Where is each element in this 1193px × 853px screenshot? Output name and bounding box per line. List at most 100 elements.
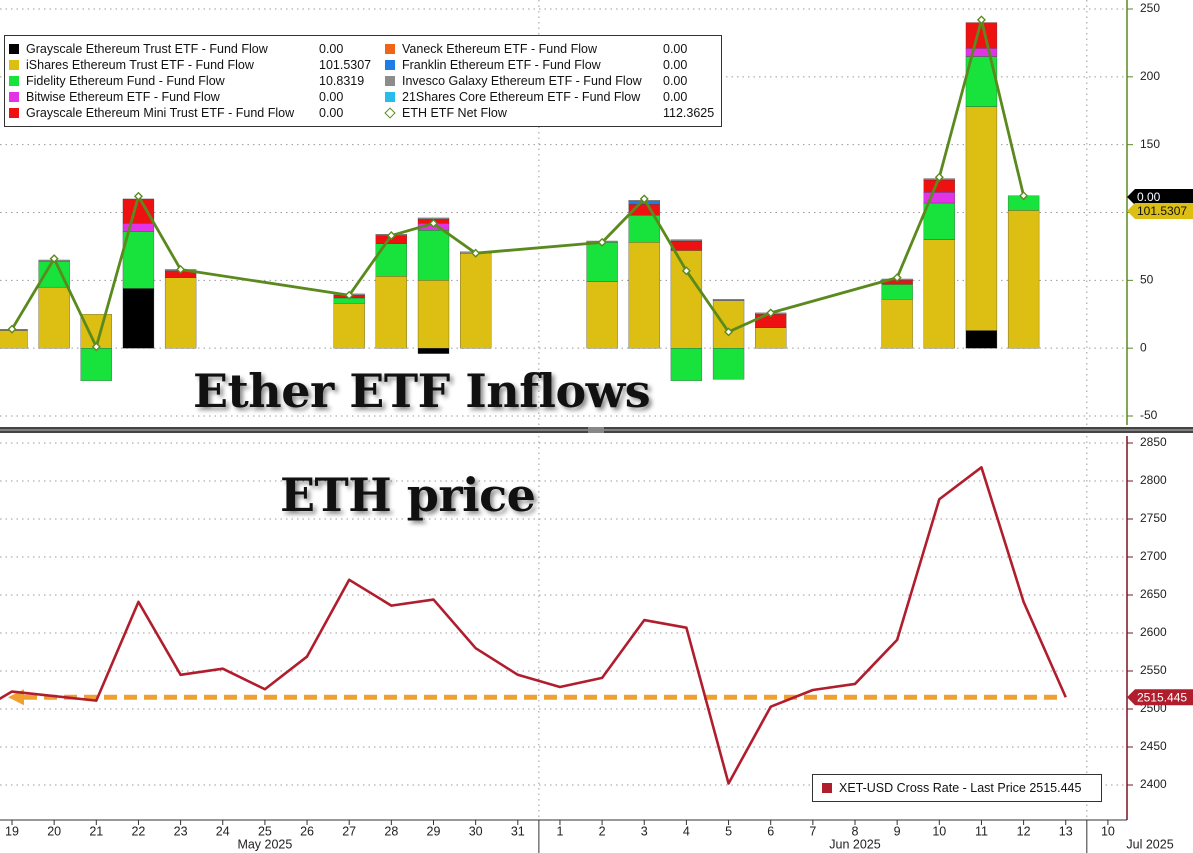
bar-segment-ishares [0, 330, 28, 349]
x-tick-label: 7 [809, 824, 816, 838]
x-tick-label: 8 [852, 824, 859, 838]
x-tick-label: 12 [1017, 824, 1031, 838]
bar-segment-ishares [333, 303, 365, 349]
legend-swatch [385, 60, 395, 70]
bar-segment-ishares [417, 280, 450, 349]
legend-swatch [9, 60, 19, 70]
net-flow-path [10, 18, 1025, 349]
legend-value: 0.00 [319, 42, 344, 56]
bar-segment-invesco [670, 239, 703, 242]
net-flow-point [344, 290, 354, 300]
net-flow-point [176, 264, 186, 275]
bottom-y-tick-label: 2450 [1140, 739, 1167, 753]
net-flow-point [681, 266, 691, 276]
bar-segment-grayscale_mini [670, 240, 703, 251]
legend-label: ETH ETF Net Flow [402, 106, 507, 120]
legend-label: Grayscale Ethereum Mini Trust ETF - Fund… [26, 106, 295, 120]
bar-segment-ishares [628, 242, 660, 349]
legend-entry: Vaneck Ethereum ETF - Fund Flow 0.00 [385, 41, 745, 57]
x-tick-label: 9 [894, 824, 901, 838]
bar-segment-ishares [965, 106, 998, 331]
net-flow-point [934, 172, 944, 182]
bottom-y-tick-label: 2750 [1140, 511, 1167, 525]
top-y-tick-label: 200 [1140, 69, 1160, 83]
panel-splitter-handle [588, 427, 604, 433]
bar-segment-fidelity [881, 284, 913, 300]
x-tick-label: 4 [683, 824, 690, 838]
net-flow-point [597, 237, 607, 247]
x-tick-label: 26 [300, 824, 314, 838]
net-flow-point [428, 218, 439, 228]
bar-segment-ishares [670, 250, 703, 349]
legend-entry: Fidelity Ethereum Fund - Fund Flow 10.831… [9, 73, 369, 89]
bottom-y-tick-label: 2550 [1140, 663, 1167, 677]
top-y-tick-label: 250 [1140, 1, 1160, 15]
legend-label: 21Shares Core Ethereum ETF - Fund Flow [402, 90, 641, 104]
price-legend-swatch [822, 783, 832, 793]
x-tick-label: 22 [131, 824, 145, 838]
bar-segment-fidelity [923, 202, 955, 240]
legend-entry: Franklin Ethereum ETF - Fund Flow 0.00 [385, 57, 745, 73]
legend-entry: Grayscale Ethereum Trust ETF - Fund Flow… [9, 41, 369, 57]
bar-segment-grayscale_mini [923, 179, 955, 193]
x-tick-label: 30 [469, 824, 483, 838]
x-tick-label: 23 [174, 824, 188, 838]
net-flow-point [639, 194, 649, 204]
legend-value: 0.00 [663, 74, 688, 88]
bar-segment-fidelity [122, 231, 155, 289]
legend-entry: Bitwise Ethereum ETF - Fund Flow 0.00 [9, 89, 369, 105]
flag-last-price: 2515.445 [1137, 690, 1187, 704]
net-flow-point [386, 231, 396, 241]
bottom-y-tick-label: 2850 [1140, 435, 1167, 449]
net-flow-point [471, 248, 481, 258]
legend-value: 0.00 [663, 42, 688, 56]
legend-label: iShares Ethereum Trust ETF - Fund Flow [26, 58, 254, 72]
bar-segment-ishares [375, 276, 408, 349]
legend-entry: Invesco Galaxy Ethereum ETF - Fund Flow 0… [385, 73, 745, 89]
net-flow-point [724, 327, 734, 337]
legend-value: 0.00 [319, 90, 344, 104]
legend-value: 0.00 [663, 58, 688, 72]
price-legend: XET-USD Cross Rate - Last Price 2515.445 [812, 774, 1102, 802]
bar-segment-grayscale_mini [122, 198, 155, 224]
net-flow-point [49, 254, 59, 264]
x-tick-label: 13 [1059, 824, 1073, 838]
bottom-y-tick-label: 2800 [1140, 473, 1167, 487]
bar-segment-ishares [586, 281, 618, 349]
flag-grayscale-trust: 0.00 [1137, 190, 1161, 204]
legend-value: 101.5307 [319, 58, 372, 72]
x-tick-label: 2 [599, 824, 606, 838]
bottom-y-tick-label: 2650 [1140, 587, 1167, 601]
legend-label: Franklin Ethereum ETF - Fund Flow [402, 58, 601, 72]
legend-label: Fidelity Ethereum Fund - Fund Flow [26, 74, 225, 88]
legend-value: 0.00 [663, 90, 688, 104]
x-tick-label: 28 [384, 824, 398, 838]
x-tick-label: 29 [427, 824, 441, 838]
bar-segment-fidelity [80, 348, 112, 381]
legend-value: 0.00 [319, 106, 344, 120]
legend-entry: iShares Ethereum Trust ETF - Fund Flow 10… [9, 57, 372, 73]
legend-swatch [9, 108, 19, 118]
top-y-tick-label: 150 [1140, 137, 1160, 151]
flag-ishares-box [1127, 203, 1193, 219]
x-tick-label: 19 [5, 824, 19, 838]
bar-segment-grayscale_trust [417, 348, 450, 354]
x-tick-label: 11 [975, 824, 988, 838]
x-month-label: Jul 2025 [1126, 837, 1173, 851]
legend-label: Bitwise Ethereum ETF - Fund Flow [26, 90, 220, 104]
flow-legend: Grayscale Ethereum Trust ETF - Fund Flow… [4, 35, 722, 127]
flag-ishares: 101.5307 [1137, 204, 1187, 218]
legend-swatch [385, 44, 395, 54]
price-legend-label: XET-USD Cross Rate - Last Price 2515.445 [839, 781, 1082, 795]
bar-segment-ishares [459, 253, 492, 349]
price-title: ETH price [280, 468, 536, 522]
net-flow-point [892, 273, 902, 283]
bar-segment-invesco [712, 299, 745, 301]
x-tick-label: 10 [932, 824, 946, 838]
bar-segment-ishares [164, 277, 197, 349]
net-flow-line [7, 15, 1029, 352]
net-flow-point [1019, 191, 1029, 201]
bar-segment-fidelity [712, 348, 745, 380]
